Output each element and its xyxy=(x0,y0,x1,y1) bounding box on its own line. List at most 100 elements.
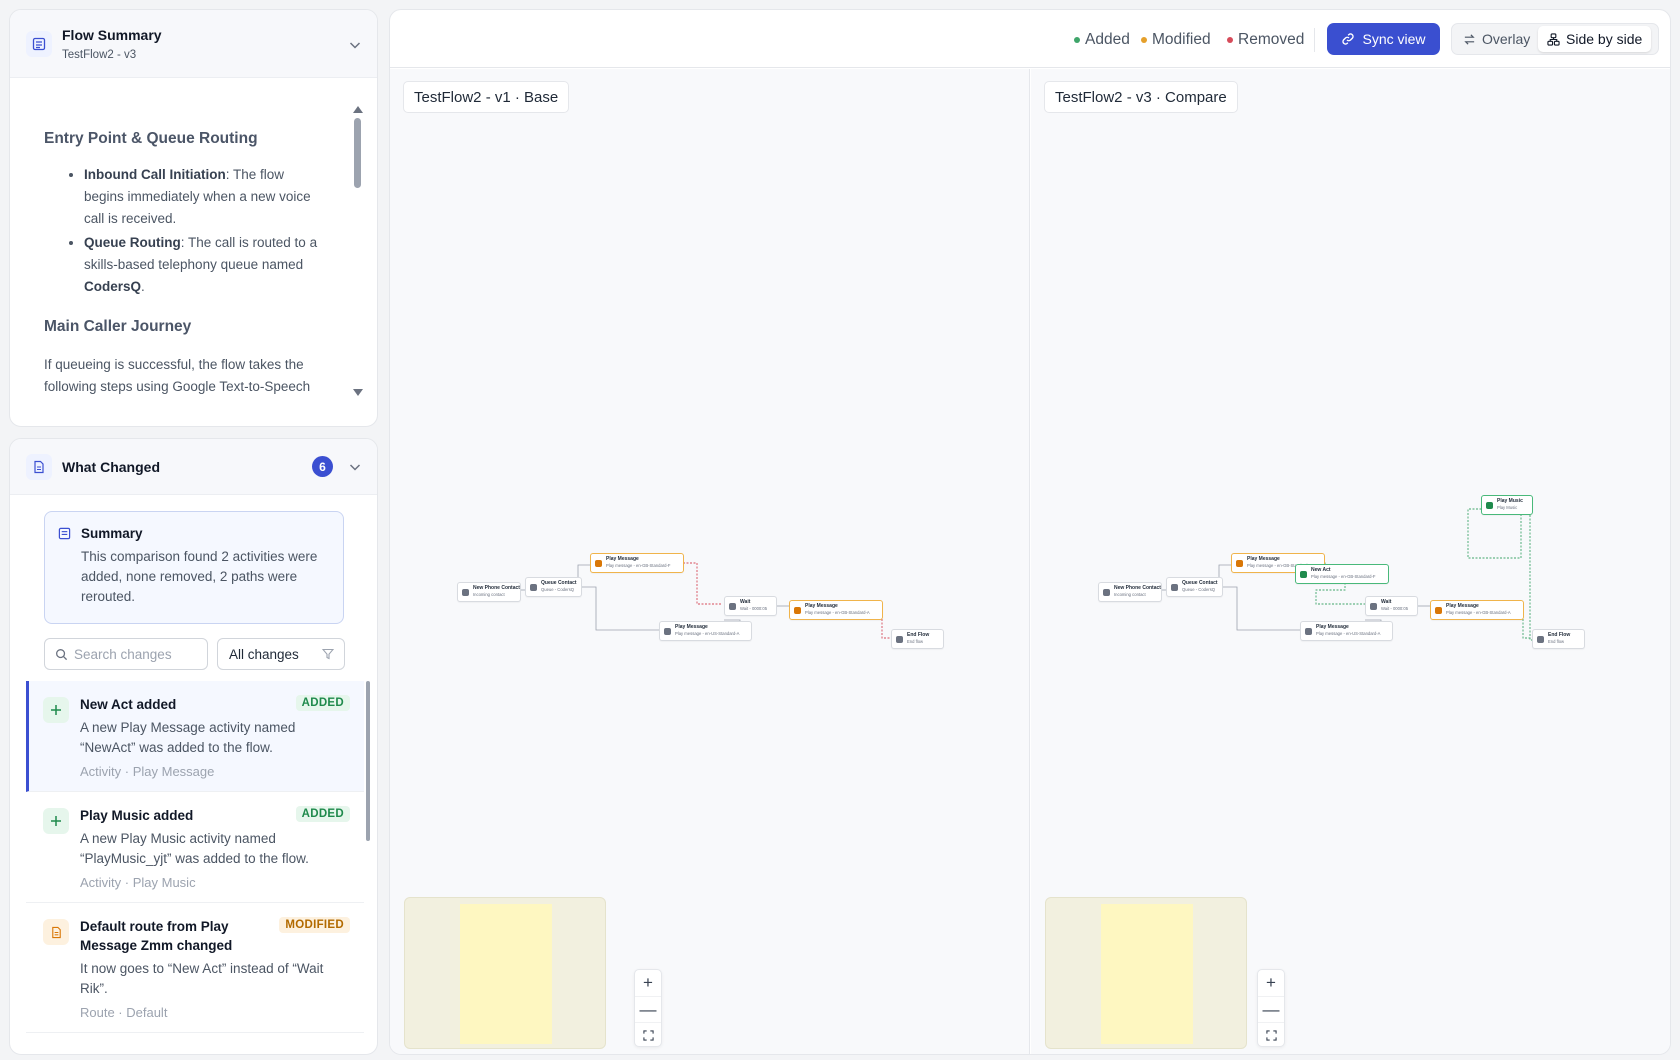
added-badge: ADDED xyxy=(295,695,350,711)
what-changed-content: Summary This comparison found 2 activiti… xyxy=(10,495,377,1054)
message-icon xyxy=(1305,628,1312,635)
flow-tree-icon xyxy=(1547,32,1560,46)
node-new-phone-contact[interactable]: New Phone Contact Incoming contact xyxy=(1098,582,1162,602)
compare-canvas[interactable]: TestFlow2 - v3 · Compare New Phone Conta… xyxy=(1031,69,1670,1054)
fit-view-button[interactable] xyxy=(1258,1022,1284,1048)
chevron-down-icon[interactable] xyxy=(347,459,363,475)
message-icon xyxy=(1435,607,1442,614)
changes-scrollbar[interactable] xyxy=(366,681,370,841)
document-edit-icon xyxy=(43,919,69,945)
node-new-act[interactable]: New Act Play message - en-GB-Standard-F xyxy=(1295,564,1389,584)
overlay-label: Overlay xyxy=(1482,31,1531,47)
change-description: A new Play Music activity named “PlayMus… xyxy=(80,831,309,866)
fit-view-icon xyxy=(1265,1030,1277,1041)
node-play-music[interactable]: Play Music Play Music xyxy=(1481,495,1533,515)
message-icon xyxy=(1236,560,1243,567)
node-queue-contact[interactable]: Queue Contact Queue - CodersQ xyxy=(525,577,582,597)
flow-summary-content: Entry Point & Queue Routing Inbound Call… xyxy=(10,78,377,426)
what-changed-card: What Changed 6 Summary This comparison f… xyxy=(9,438,378,1055)
added-badge: ADDED xyxy=(295,806,350,822)
base-pane-label: TestFlow2 - v1 · Base xyxy=(403,81,570,113)
filter-icon xyxy=(322,648,334,660)
sync-view-button[interactable]: Sync view xyxy=(1327,23,1440,55)
message-icon xyxy=(595,560,602,567)
zoom-in-button[interactable]: + xyxy=(643,973,653,992)
compare-zoom-controls: + — xyxy=(1257,969,1285,1047)
change-title: New Act added xyxy=(80,697,177,712)
changes-filter-select[interactable]: All changes xyxy=(217,638,345,670)
overlay-button[interactable]: Overlay xyxy=(1454,26,1539,52)
change-title: Default route from Play Message Zmm chan… xyxy=(80,919,233,953)
flow-summary-card: Flow Summary TestFlow2 - v3 Entry Point … xyxy=(9,9,378,427)
connector xyxy=(1219,586,1300,631)
node-wait[interactable]: Wait Wait - 0000:05 xyxy=(1365,596,1418,616)
added-connector xyxy=(1518,505,1532,641)
node-play-message-3[interactable]: Play Message Play message - en-GB-Standar… xyxy=(789,600,883,620)
base-minimap[interactable] xyxy=(404,897,606,1049)
search-input[interactable] xyxy=(74,646,204,662)
change-meta: Route · Default xyxy=(80,1005,168,1020)
flow-summary-header[interactable]: Flow Summary TestFlow2 - v3 xyxy=(10,10,377,78)
base-zoom-controls: + — xyxy=(634,969,662,1047)
link-icon xyxy=(1342,33,1355,45)
minimap-viewport[interactable] xyxy=(1101,904,1193,1044)
what-changed-title: What Changed xyxy=(62,459,160,475)
node-play-message-3[interactable]: Play Message Play message - en-GB-Standar… xyxy=(1430,600,1524,620)
change-item-play-music[interactable]: Play Music added ADDED A new Play Music … xyxy=(26,792,364,903)
node-play-message-1[interactable]: Play Message Play message - en-GB-Standar… xyxy=(590,553,684,573)
changes-summary-text: This comparison found 2 activities were … xyxy=(81,549,318,604)
legend-added: Added xyxy=(1074,31,1130,49)
queue-icon xyxy=(1171,584,1178,591)
node-wait[interactable]: Wait Wait - 0000:05 xyxy=(724,596,777,616)
added-connector xyxy=(1467,508,1522,559)
node-play-message-2[interactable]: Play Message Play message - en-US-Standar… xyxy=(1300,621,1393,641)
message-icon xyxy=(794,607,801,614)
fit-view-button[interactable] xyxy=(635,1022,661,1048)
changes-count-badge: 6 xyxy=(312,456,333,477)
side-by-side-button[interactable]: Side by side xyxy=(1538,26,1652,52)
scroll-up-arrow-icon[interactable] xyxy=(353,106,363,113)
change-item-default-route[interactable]: Default route from Play Message Zmm chan… xyxy=(26,903,364,1033)
change-item-new-act[interactable]: New Act added ADDED A new Play Message a… xyxy=(26,681,364,792)
changes-summary-title: Summary xyxy=(81,526,143,541)
sync-view-label: Sync view xyxy=(1362,31,1426,47)
minimap-viewport[interactable] xyxy=(460,904,552,1044)
scroll-thumb[interactable] xyxy=(354,118,361,188)
scroll-down-arrow-icon[interactable] xyxy=(353,389,363,396)
flow-summary-title: Flow Summary xyxy=(62,27,162,43)
change-meta: Activity · Play Message xyxy=(80,764,215,779)
phone-icon xyxy=(1103,589,1110,596)
zoom-out-button[interactable]: — xyxy=(635,996,661,1022)
node-end-flow[interactable]: End Flow End flow xyxy=(1532,629,1585,649)
changes-summary-box: Summary This comparison found 2 activiti… xyxy=(44,511,344,624)
added-connector xyxy=(1517,610,1532,639)
stop-icon xyxy=(896,636,903,643)
section-heading: Entry Point & Queue Routing xyxy=(44,130,258,147)
zoom-out-button[interactable]: — xyxy=(1258,996,1284,1022)
removed-dot-icon xyxy=(1227,37,1233,43)
compare-minimap[interactable] xyxy=(1045,897,1247,1049)
node-play-message-2[interactable]: Play Message Play message - en-US-Standar… xyxy=(659,621,752,641)
chevron-down-icon[interactable] xyxy=(347,37,363,53)
what-changed-header[interactable]: What Changed 6 xyxy=(10,439,377,495)
music-icon xyxy=(1486,502,1493,509)
plus-icon xyxy=(43,697,69,723)
node-queue-contact[interactable]: Queue Contact Queue - CodersQ xyxy=(1166,577,1223,597)
summary-scrollbar[interactable] xyxy=(353,106,363,396)
summary-icon xyxy=(58,527,71,540)
compare-pane-label: TestFlow2 - v3 · Compare xyxy=(1044,81,1238,113)
removed-connector xyxy=(676,562,722,605)
added-connector xyxy=(1315,580,1365,605)
summary-icon xyxy=(26,31,52,57)
node-end-flow[interactable]: End Flow End flow xyxy=(891,629,944,649)
base-canvas[interactable]: TestFlow2 - v1 · Base New Phone Contact I… xyxy=(390,69,1030,1054)
swap-icon xyxy=(1464,33,1475,45)
change-title: Play Music added xyxy=(80,808,194,823)
search-changes-field[interactable] xyxy=(44,638,208,670)
node-new-phone-contact[interactable]: New Phone Contact Incoming contact xyxy=(457,582,521,602)
modified-dot-icon xyxy=(1141,37,1147,43)
modified-badge: MODIFIED xyxy=(279,917,350,933)
zoom-in-button[interactable]: + xyxy=(1266,973,1276,992)
section-heading: Main Caller Journey xyxy=(44,318,192,335)
view-mode-toggle: Overlay Side by side xyxy=(1451,23,1659,55)
